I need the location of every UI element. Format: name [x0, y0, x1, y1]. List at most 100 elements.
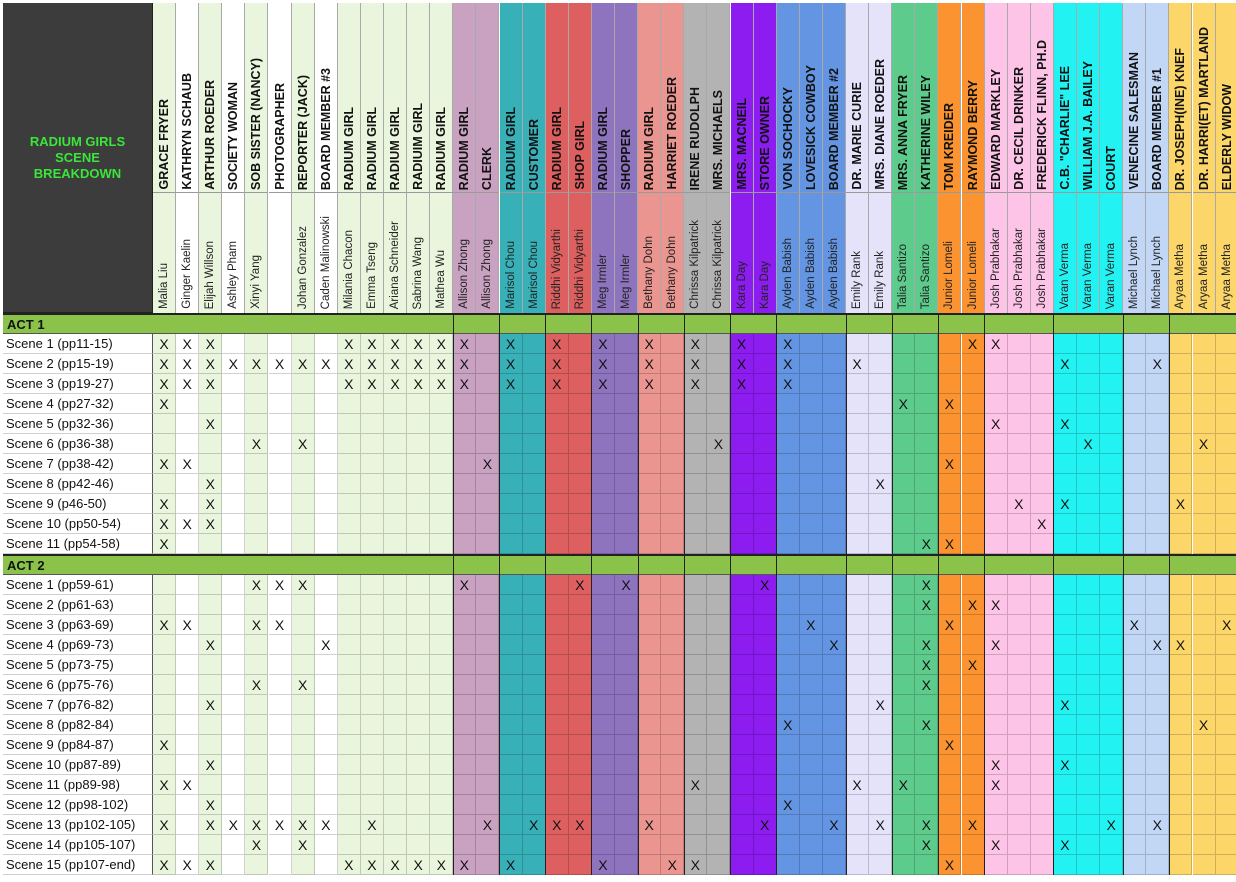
scene-cell[interactable]: [1192, 855, 1216, 875]
scene-mark[interactable]: X: [199, 755, 223, 775]
scene-cell[interactable]: [337, 434, 361, 454]
scene-cell[interactable]: [268, 755, 292, 775]
scene-cell[interactable]: [1215, 655, 1236, 675]
scene-cell[interactable]: [522, 695, 546, 715]
scene-mark[interactable]: X: [869, 815, 893, 835]
scene-cell[interactable]: [753, 755, 777, 775]
scene-cell[interactable]: [1146, 655, 1170, 675]
scene-cell[interactable]: [846, 394, 870, 414]
actor-header[interactable]: Allison Zhong: [476, 193, 500, 313]
scene-cell[interactable]: [869, 795, 893, 815]
scene-cell[interactable]: [1123, 595, 1147, 615]
scene-mark[interactable]: X: [453, 575, 477, 595]
scene-cell[interactable]: [591, 394, 615, 414]
scene-cell[interactable]: [984, 855, 1008, 875]
scene-cell[interactable]: [1077, 715, 1101, 735]
scene-cell[interactable]: [591, 815, 615, 835]
scene-mark[interactable]: X: [360, 334, 384, 354]
scene-cell[interactable]: [337, 514, 361, 534]
scene-mark[interactable]: X: [1100, 815, 1124, 835]
scene-cell[interactable]: [568, 374, 592, 394]
scene-mark[interactable]: X: [545, 815, 569, 835]
scene-cell[interactable]: [869, 595, 893, 615]
scene-cell[interactable]: [1215, 595, 1236, 615]
scene-cell[interactable]: [291, 755, 315, 775]
role-header[interactable]: RADIUM GIRL: [545, 3, 569, 193]
scene-cell[interactable]: [892, 595, 916, 615]
scene-cell[interactable]: [430, 494, 454, 514]
scene-cell[interactable]: [1030, 454, 1054, 474]
scene-cell[interactable]: [615, 534, 639, 554]
role-header[interactable]: KATHERINE WILEY: [915, 3, 939, 193]
scene-cell[interactable]: [1169, 755, 1193, 775]
role-header[interactable]: SOB SISTER (NANCY): [245, 3, 269, 193]
scene-cell[interactable]: [176, 795, 200, 815]
scene-mark[interactable]: X: [938, 534, 962, 554]
actor-header[interactable]: Allison Zhong: [453, 193, 477, 313]
scene-cell[interactable]: [568, 434, 592, 454]
scene-cell[interactable]: [545, 675, 569, 695]
scene-cell[interactable]: [291, 374, 315, 394]
scene-cell[interactable]: [753, 715, 777, 735]
scene-mark[interactable]: X: [892, 394, 916, 414]
scene-cell[interactable]: [615, 494, 639, 514]
scene-cell[interactable]: [245, 454, 269, 474]
scene-cell[interactable]: [799, 835, 823, 855]
scene-cell[interactable]: [522, 534, 546, 554]
scene-cell[interactable]: [522, 374, 546, 394]
scene-mark[interactable]: X: [499, 334, 523, 354]
scene-cell[interactable]: [430, 534, 454, 554]
scene-cell[interactable]: [476, 615, 500, 635]
scene-cell[interactable]: [707, 595, 731, 615]
scene-label[interactable]: Scene 9 (pp84-87): [3, 735, 153, 755]
scene-cell[interactable]: [268, 374, 292, 394]
scene-cell[interactable]: [1215, 575, 1236, 595]
scene-cell[interactable]: [545, 655, 569, 675]
scene-label[interactable]: Scene 8 (pp82-84): [3, 715, 153, 735]
actor-header[interactable]: Malia Liu: [153, 193, 177, 313]
scene-mark[interactable]: X: [314, 815, 338, 835]
scene-cell[interactable]: [1123, 795, 1147, 815]
scene-cell[interactable]: [638, 615, 662, 635]
scene-cell[interactable]: [1215, 715, 1236, 735]
scene-cell[interactable]: [1100, 474, 1124, 494]
scene-cell[interactable]: [684, 835, 708, 855]
scene-cell[interactable]: [799, 755, 823, 775]
scene-cell[interactable]: [1053, 534, 1077, 554]
scene-cell[interactable]: [684, 494, 708, 514]
scene-cell[interactable]: [1007, 595, 1031, 615]
scene-mark[interactable]: X: [176, 354, 200, 374]
scene-cell[interactable]: [730, 795, 754, 815]
scene-cell[interactable]: [176, 414, 200, 434]
scene-cell[interactable]: [615, 474, 639, 494]
role-header[interactable]: IRENE RUDOLPH: [684, 3, 708, 193]
actor-header[interactable]: Riddhi Vidyarthi: [568, 193, 592, 313]
scene-cell[interactable]: [1192, 595, 1216, 615]
scene-cell[interactable]: [268, 334, 292, 354]
scene-mark[interactable]: X: [591, 855, 615, 875]
scene-cell[interactable]: [615, 855, 639, 875]
scene-cell[interactable]: [407, 675, 431, 695]
scene-cell[interactable]: [1077, 835, 1101, 855]
scene-cell[interactable]: [822, 615, 846, 635]
scene-cell[interactable]: [892, 414, 916, 434]
scene-cell[interactable]: [1077, 855, 1101, 875]
scene-cell[interactable]: [568, 414, 592, 434]
actor-header[interactable]: Michael Lynch: [1123, 193, 1147, 313]
scene-cell[interactable]: [684, 735, 708, 755]
scene-cell[interactable]: [661, 354, 685, 374]
scene-mark[interactable]: X: [568, 575, 592, 595]
scene-cell[interactable]: [661, 755, 685, 775]
scene-cell[interactable]: [869, 855, 893, 875]
scene-cell[interactable]: [938, 835, 962, 855]
scene-cell[interactable]: [222, 434, 246, 454]
role-header[interactable]: ELDERLY WIDOW: [1215, 3, 1236, 193]
scene-cell[interactable]: [591, 414, 615, 434]
scene-cell[interactable]: [638, 514, 662, 534]
scene-cell[interactable]: [1215, 454, 1236, 474]
scene-cell[interactable]: [291, 775, 315, 795]
scene-cell[interactable]: [1053, 655, 1077, 675]
scene-cell[interactable]: [799, 695, 823, 715]
scene-mark[interactable]: X: [776, 334, 800, 354]
scene-cell[interactable]: [522, 575, 546, 595]
